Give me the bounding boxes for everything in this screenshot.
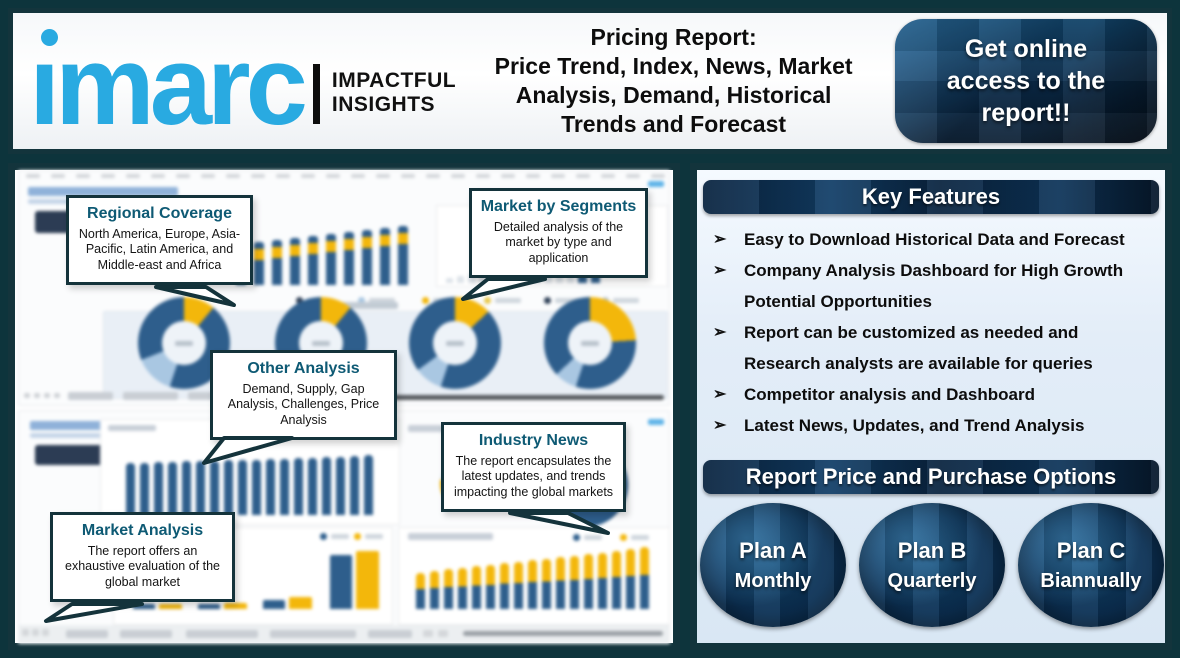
tagline-line-1: IMPACTFUL (331, 68, 457, 92)
key-features-header: Key Features (703, 180, 1159, 214)
arrow-bullet-icon: ➢ (713, 386, 727, 403)
logo-dot-icon (41, 29, 58, 46)
cta-line-2: access to the (946, 67, 1106, 95)
feature-item: ➢ Company Analysis Dashboard for High Gr… (713, 255, 1161, 286)
plan-a-monthly[interactable]: Plan A Monthly (700, 503, 846, 627)
callout-regional-coverage: Regional Coverage North America, Europe,… (66, 195, 253, 285)
imarc-logo: ımarc IMPACTFUL INSIGHTS (13, 22, 456, 148)
feature-item-continued: Research analysts are available for quer… (744, 354, 1093, 373)
key-features-list: ➢ Easy to Download Historical Data and F… (713, 224, 1161, 441)
callout-title: Market by Segments (480, 198, 637, 215)
cta-line-1: Get online (964, 35, 1088, 63)
get-online-access-button[interactable]: Get online access to the report!! (895, 19, 1157, 143)
title-line-1: Pricing Report: (590, 24, 757, 51)
callout-title: Market Analysis (81, 522, 204, 539)
price-options-title: Report Price and Purchase Options (745, 464, 1117, 489)
logo-tagline: IMPACTFUL INSIGHTS (332, 69, 456, 117)
feature-item-continued: Potential Opportunities (744, 292, 932, 311)
callout-body: The report offers an exhaustive evaluati… (65, 544, 220, 589)
callout-title: Other Analysis (247, 360, 360, 377)
brand-text: ımarc (29, 22, 308, 148)
arrow-bullet-icon: ➢ (713, 231, 727, 248)
key-features-title: Key Features (861, 184, 1001, 209)
feature-item: ➢ Competitor analysis and Dashboard (713, 379, 1161, 410)
plan-b-quarterly[interactable]: Plan B Quarterly (859, 503, 1005, 627)
callout-title: Industry News (478, 432, 589, 449)
report-title: Pricing Report: Price Trend, Index, News… (456, 23, 895, 139)
feature-item: ➢ Easy to Download Historical Data and F… (713, 224, 1161, 255)
callout-body: North America, Europe, Asia-Pacific, Lat… (78, 227, 241, 272)
logo-divider (312, 64, 320, 124)
callout-body: The report encapsulates the latest updat… (453, 454, 614, 499)
feature-item: ➢ Latest News, Updates, and Trend Analys… (713, 410, 1161, 441)
arrow-bullet-icon: ➢ (713, 324, 727, 341)
title-line-2: Price Trend, Index, News, Market (494, 53, 853, 80)
callout-market-analysis: Market Analysis The report offers an exh… (50, 512, 235, 602)
callout-other-analysis: Other Analysis Demand, Supply, Gap Analy… (210, 350, 397, 440)
callout-body: Demand, Supply, Gap Analysis, Challenges… (227, 382, 380, 427)
price-options-header: Report Price and Purchase Options (703, 460, 1159, 494)
plan-name: Plan B (897, 537, 967, 563)
arrow-bullet-icon: ➢ (713, 417, 727, 434)
plan-period: Quarterly (887, 569, 977, 592)
plan-c-biannually[interactable]: Plan C Biannually (1018, 503, 1164, 627)
feature-item: ➢ Report can be customized as needed and (713, 317, 1161, 348)
title-line-4: Trends and Forecast (561, 110, 787, 137)
arrow-bullet-icon: ➢ (713, 262, 727, 279)
plan-name: Plan C (1056, 537, 1126, 563)
plan-period: Biannually (1040, 569, 1142, 592)
header: ımarc IMPACTFUL INSIGHTS Pricing Report:… (8, 8, 1172, 154)
plan-period: Monthly (734, 569, 812, 592)
callout-title: Regional Coverage (87, 205, 232, 222)
cta-line-3: report!! (981, 99, 1071, 127)
imarc-wordmark: ımarc (29, 22, 308, 148)
callout-market-by-segments: Market by Segments Detailed analysis of … (469, 188, 648, 278)
tagline-line-2: INSIGHTS (331, 93, 436, 116)
callout-body: Detailed analysis of the market by type … (493, 220, 624, 265)
title-line-3: Analysis, Demand, Historical (515, 82, 832, 108)
dashboard-previews-panel: Regional Coverage North America, Europe,… (8, 163, 680, 650)
callout-industry-news: Industry News The report encapsulates th… (441, 422, 626, 512)
plan-name: Plan A (739, 537, 807, 563)
purchase-plans: Plan A Monthly Plan B Quarterly Plan C B… (697, 503, 1165, 627)
features-panel: Key Features ➢ Easy to Download Historic… (690, 163, 1172, 650)
